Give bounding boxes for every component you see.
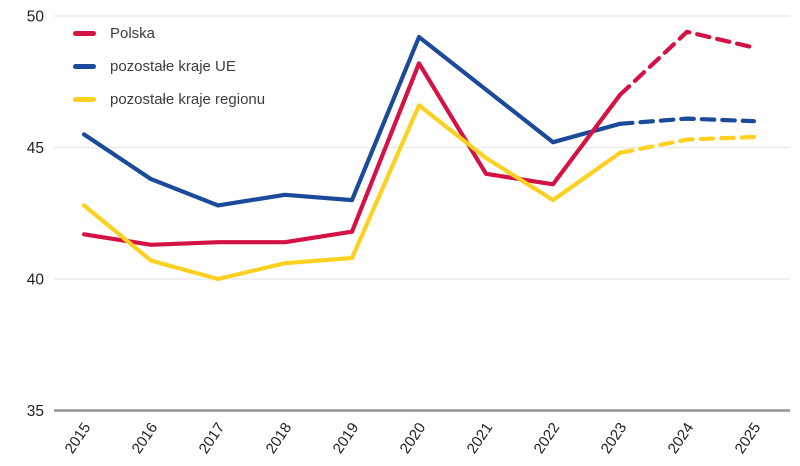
series-2-line <box>81 103 623 282</box>
y-axis-label-35: 35 <box>27 403 44 420</box>
series-2-forecast-line <box>617 134 757 155</box>
x-axis-label-2020: 2020 <box>397 420 430 457</box>
x-axis-label-2017: 2017 <box>196 420 229 457</box>
y-axis-label-50: 50 <box>27 9 45 26</box>
legend-swatch-pozostale-kraje-ue <box>73 63 96 69</box>
x-axis-label-2016: 2016 <box>129 420 162 457</box>
legend-item-pozostale-kraje-ue: pozostałe kraje UE <box>73 56 265 76</box>
legend-item-pozostale-kraje-regionu: pozostałe kraje regionu <box>73 89 265 109</box>
series-1-line <box>81 34 623 208</box>
legend-label-pozostale-kraje-ue: pozostałe kraje UE <box>110 57 236 75</box>
x-axis-label-2018: 2018 <box>263 420 296 457</box>
x-axis-label-2025: 2025 <box>732 420 765 457</box>
y-axis-label-45: 45 <box>27 140 44 157</box>
x-axis-label-2022: 2022 <box>531 420 564 457</box>
legend-label-pozostale-kraje-regionu: pozostałe kraje regionu <box>110 90 266 108</box>
series-0-line <box>81 61 623 247</box>
x-axis-label-2024: 2024 <box>665 420 698 457</box>
x-axis-label-2015: 2015 <box>62 420 95 457</box>
series-0-forecast-line <box>617 29 757 97</box>
legend-swatch-polska <box>73 30 96 36</box>
legend-item-polska: Polska <box>73 23 265 43</box>
series-1-forecast-line <box>617 116 757 126</box>
x-axis-label-2019: 2019 <box>330 420 363 457</box>
legend-swatch-pozostale-kraje-regionu <box>73 96 96 102</box>
legend-label-polska: Polska <box>110 24 156 42</box>
x-axis-label-2021: 2021 <box>464 420 497 457</box>
legend: Polska pozostałe kraje UE pozostałe kraj… <box>73 23 265 122</box>
y-axis-label-40: 40 <box>27 272 45 289</box>
x-axis-label-2023: 2023 <box>598 420 631 457</box>
